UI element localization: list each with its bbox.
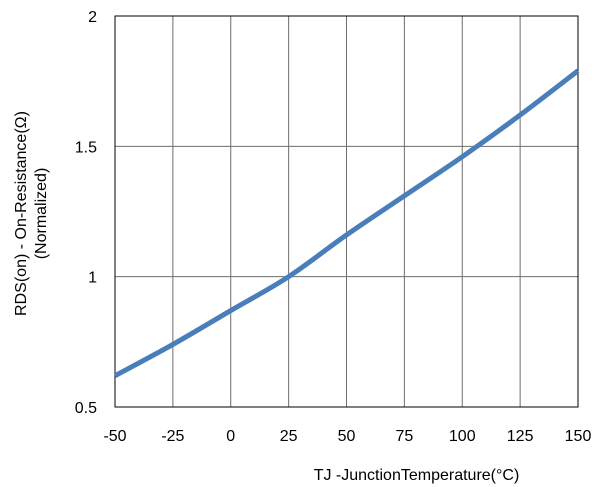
y-tick-label: 1 [88, 270, 97, 287]
y-tick-label: 1.5 [75, 139, 97, 156]
x-tick-label: 75 [395, 428, 413, 445]
x-tick-label: 100 [449, 428, 476, 445]
series-line [113, 68, 580, 378]
x-tick-label: 0 [226, 428, 235, 445]
x-tick-label: 50 [338, 428, 356, 445]
grid [114, 15, 579, 408]
x-tick-label: -50 [103, 428, 126, 445]
x-tick-label: -25 [161, 428, 184, 445]
x-axis-label: TJ -JunctionTemperature(°C) [314, 467, 520, 484]
y-axis-label-unit: (Normalized) [33, 168, 50, 260]
y-tick-label: 2 [88, 9, 97, 26]
x-tick-label: 125 [507, 428, 534, 445]
x-tick-labels: -50 -25 0 25 50 75 100 125 150 [103, 428, 591, 445]
x-tick-label: 25 [280, 428, 298, 445]
series-layer [113, 68, 580, 378]
y-axis-label: RDS(on) - On-Resistance(Ω) [13, 111, 30, 316]
y-tick-labels: 0.5 1 1.5 2 [75, 9, 97, 417]
plot-frame [114, 15, 579, 408]
x-tick-label: 150 [565, 428, 592, 445]
y-tick-label: 0.5 [75, 400, 97, 417]
